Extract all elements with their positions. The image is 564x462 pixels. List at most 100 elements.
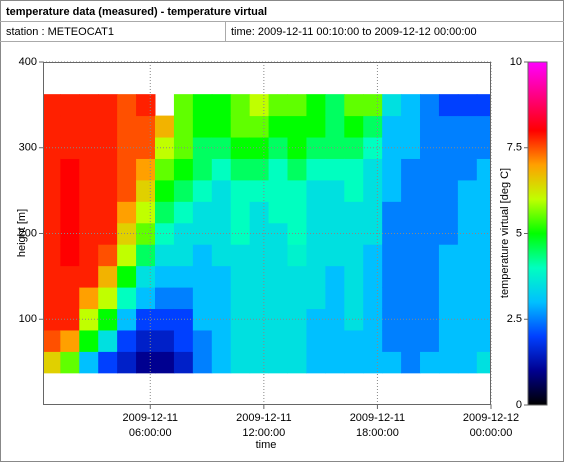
heatmap-cell <box>268 329 289 352</box>
colorbar-tick-label: 2.5 <box>507 313 522 325</box>
heatmap-cell <box>249 179 270 202</box>
heatmap-cell <box>401 308 421 331</box>
heatmap-cell <box>268 94 289 117</box>
heatmap-cell <box>287 94 307 117</box>
heatmap-cell <box>438 265 459 288</box>
heatmap-cell <box>98 287 118 310</box>
chart-title: temperature data (measured) - temperatur… <box>6 6 267 18</box>
heatmap-cell <box>136 287 156 310</box>
heatmap-cell <box>325 351 345 374</box>
heatmap-cell <box>306 265 326 288</box>
heatmap-cell <box>79 265 99 288</box>
heatmap-cell <box>79 201 99 224</box>
heatmap-cell <box>268 179 289 202</box>
heatmap-cell <box>136 351 156 374</box>
heatmap-cell <box>98 115 118 138</box>
heatmap-cell <box>268 137 289 159</box>
heatmap-cell <box>117 115 137 138</box>
heatmap-cell <box>344 287 364 310</box>
heatmap-cell <box>268 265 289 288</box>
heatmap-cell <box>136 329 156 352</box>
heatmap-cell <box>363 158 383 181</box>
heatmap-cell <box>117 179 137 202</box>
heatmap-cell <box>211 329 232 352</box>
heatmap-cell <box>457 201 478 224</box>
heatmap-cell <box>438 244 459 267</box>
heatmap-cell <box>457 222 478 245</box>
heatmap-cell <box>230 329 251 352</box>
heatmap-cell <box>268 244 289 267</box>
heatmap-cell <box>211 137 232 159</box>
heatmap-cell <box>457 158 478 181</box>
heatmap-cell <box>268 158 289 181</box>
heatmap-cell <box>476 351 491 374</box>
heatmap-cell <box>192 94 213 117</box>
heatmap-cell <box>287 158 307 181</box>
heatmap-cell <box>211 201 232 224</box>
heatmap-cell <box>43 308 61 331</box>
heatmap-cell <box>476 329 491 352</box>
heatmap-cell <box>325 265 345 288</box>
heatmap-cell <box>98 137 118 159</box>
heatmap-cell <box>192 158 213 181</box>
heatmap-cell <box>60 287 80 310</box>
heatmap-cell <box>344 94 364 117</box>
heatmap-cell <box>211 179 232 202</box>
heatmap-cell <box>420 351 440 374</box>
heatmap-cell <box>43 329 61 352</box>
heatmap-cell <box>155 308 175 331</box>
heatmap-cell <box>420 265 440 288</box>
heatmap-cell <box>420 222 440 245</box>
heatmap-cell <box>117 308 137 331</box>
heatmap-cell <box>401 158 421 181</box>
heatmap-cell <box>438 351 459 374</box>
heatmap-cell <box>363 94 383 117</box>
heatmap-cell <box>211 265 232 288</box>
heatmap-cell <box>420 179 440 202</box>
heatmap-cell <box>98 351 118 374</box>
heatmap-cell <box>173 137 194 159</box>
heatmap-cell <box>211 222 232 245</box>
heatmap-cell <box>476 94 491 117</box>
heatmap-cell <box>136 265 156 288</box>
heatmap-cell <box>287 222 307 245</box>
heatmap-cell <box>211 287 232 310</box>
heatmap-cell <box>155 244 175 267</box>
plot-frame <box>43 62 491 405</box>
heatmap-cell <box>457 179 478 202</box>
heatmap-cell <box>173 94 194 117</box>
colorbar-label: temperature virtual [deg C] <box>499 168 511 298</box>
heatmap-cell <box>476 179 491 202</box>
x-tick-label: 2009-12-11 12:00:00 <box>236 412 291 439</box>
heatmap-cell <box>192 265 213 288</box>
heatmap-cell <box>363 351 383 374</box>
heatmap-cell <box>382 201 402 224</box>
heatmap-cell <box>155 201 175 224</box>
heatmap-cell <box>230 244 251 267</box>
heatmap-cell <box>420 94 440 117</box>
heatmap-cell <box>98 158 118 181</box>
heatmap-cell <box>420 329 440 352</box>
heatmap-cell <box>438 179 459 202</box>
heatmap-cell <box>457 94 478 117</box>
heatmap-cell <box>211 308 232 331</box>
heatmap-cell <box>476 137 491 159</box>
heatmap-cell <box>211 115 232 138</box>
heatmap-cell <box>173 201 194 224</box>
heatmap-cell <box>155 137 175 159</box>
heatmap-cell <box>344 351 364 374</box>
heatmap-cell <box>211 94 232 117</box>
heatmap-cell <box>249 94 270 117</box>
heatmap-cell <box>230 351 251 374</box>
heatmap-cell <box>155 179 175 202</box>
heatmap-cell <box>306 115 326 138</box>
heatmap-cell <box>43 287 61 310</box>
heatmap-cell <box>306 201 326 224</box>
heatmap-cell <box>117 351 137 374</box>
heatmap-cell <box>287 201 307 224</box>
colorbar-tick-label: 0 <box>516 399 522 411</box>
heatmap-cell <box>476 158 491 181</box>
y-tick-label: 400 <box>19 56 37 68</box>
heatmap-cell <box>344 179 364 202</box>
